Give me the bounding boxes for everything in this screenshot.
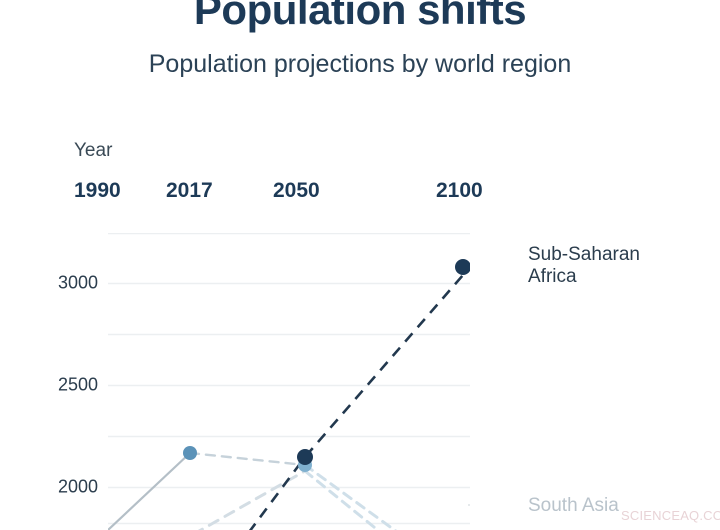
- line-chart-plot: [108, 233, 470, 530]
- data-point-sub-saharan-africa-2050: [297, 449, 313, 465]
- series-label-south-asia: South Asia: [528, 495, 619, 516]
- series-south-asia: [197, 469, 381, 530]
- series-east-asia: [108, 451, 397, 530]
- data-point-markers: [183, 259, 470, 472]
- year-tick-2017: 2017: [166, 179, 213, 202]
- watermark: SCIENCEAQ.COM: [621, 508, 720, 523]
- series-sub-saharan-africa: [248, 266, 470, 530]
- y-axis-tick-labels: 3000 2500 2000: [20, 0, 98, 530]
- year-tick-2050: 2050: [273, 179, 320, 202]
- y-tick-2500: 2500: [57, 374, 98, 395]
- year-tick-2100: 2100: [436, 179, 483, 202]
- y-tick-2000: 2000: [57, 476, 98, 497]
- year-tick-1990: 1990: [74, 179, 121, 202]
- page-title: Population shifts: [193, 0, 527, 33]
- y-tick-3000: 3000: [57, 272, 98, 293]
- data-point-east-asia-2017: [183, 446, 197, 460]
- data-point-sub-saharan-africa-2100: [455, 259, 470, 275]
- x-axis-title: Year: [74, 140, 113, 161]
- series-label-sub-saharan-africa: Sub-Saharan Africa: [528, 244, 640, 287]
- chart-subtitle: Population projections by world region: [148, 50, 572, 78]
